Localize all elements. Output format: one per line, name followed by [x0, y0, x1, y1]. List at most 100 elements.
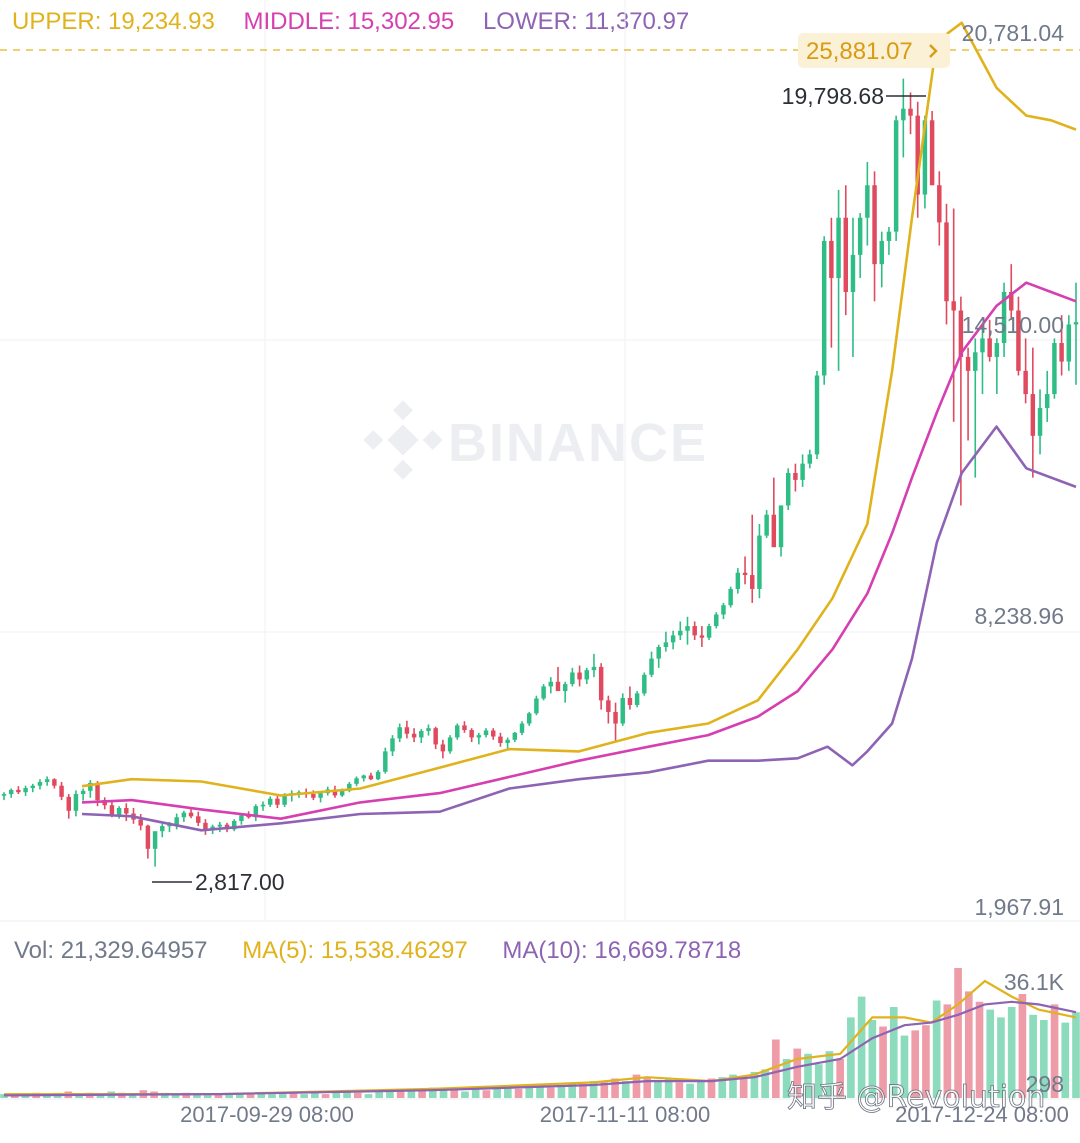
grid-lines — [0, 0, 1080, 922]
price-tick-label: 14,510.00 — [962, 312, 1064, 338]
candle-body — [836, 217, 841, 279]
candle-body — [699, 635, 705, 638]
candle-body — [88, 782, 93, 791]
volume-bar — [364, 1094, 373, 1098]
candle — [1009, 264, 1014, 320]
candle-body — [332, 789, 338, 796]
candle-body — [678, 630, 683, 636]
candle-body — [721, 605, 726, 615]
candle — [318, 792, 323, 803]
candle — [8, 788, 14, 798]
candle-body — [901, 108, 906, 121]
candle — [793, 463, 798, 492]
candle — [598, 663, 604, 710]
volume-bar — [1072, 1012, 1080, 1098]
volume-bar — [879, 1026, 887, 1098]
candle — [814, 370, 820, 460]
volume-bar — [311, 1092, 319, 1098]
candle-body — [368, 775, 374, 780]
volume-bar — [836, 1059, 844, 1098]
candle — [491, 728, 496, 740]
candle — [634, 691, 640, 708]
volume-bar — [75, 1094, 83, 1098]
candle-body — [455, 725, 460, 738]
candle — [519, 721, 525, 736]
candle-body — [80, 790, 86, 795]
candle — [771, 477, 777, 548]
candle-body — [59, 785, 64, 797]
candle — [613, 702, 618, 743]
candle — [462, 721, 467, 733]
candle-body — [37, 782, 43, 786]
candle — [1073, 282, 1079, 385]
candle-body — [102, 800, 107, 806]
price-tick-label: 1,967.91 — [974, 894, 1064, 920]
candle-body — [109, 805, 115, 815]
candle-body — [347, 783, 352, 791]
candle-body — [66, 796, 71, 811]
volume-bar — [1061, 1022, 1070, 1098]
candle-body — [778, 505, 784, 548]
volume-bar — [536, 1086, 544, 1098]
candle — [181, 810, 187, 822]
candle — [663, 631, 669, 652]
candle-body — [771, 514, 777, 548]
candle — [937, 171, 942, 246]
candle — [375, 769, 381, 781]
candle — [534, 695, 539, 716]
candle — [253, 804, 259, 821]
candle — [591, 653, 597, 678]
candle-body — [570, 672, 575, 685]
candle-body — [656, 646, 661, 659]
volume-bar — [289, 1092, 298, 1098]
candle — [23, 785, 28, 796]
candle-body — [339, 790, 345, 796]
candle-body — [1, 794, 7, 796]
candle-body — [318, 793, 323, 798]
candle-body — [246, 815, 251, 818]
candle-body — [260, 804, 266, 807]
volume-bar — [268, 1094, 276, 1098]
candle — [411, 728, 417, 743]
candle-body — [203, 822, 208, 831]
volume-bar — [171, 1094, 180, 1098]
candle-body — [886, 231, 892, 241]
candle — [1030, 347, 1036, 478]
candle — [1016, 296, 1021, 376]
candle-body — [440, 744, 446, 752]
candle — [627, 686, 633, 710]
candle-body — [196, 816, 201, 823]
volume-bar — [997, 1017, 1005, 1098]
candle-body — [908, 108, 913, 116]
candle — [951, 208, 956, 422]
candle — [699, 626, 705, 647]
candle-body — [714, 614, 719, 627]
volume-bar — [439, 1088, 448, 1098]
candle — [1, 792, 7, 801]
candle-body — [1009, 291, 1014, 311]
candle-body — [627, 698, 633, 705]
candle-body — [829, 240, 834, 279]
candle-body — [124, 807, 129, 814]
candle — [1066, 315, 1072, 371]
candle — [419, 729, 424, 744]
lower-band-line — [81, 425, 1077, 832]
candle-body — [267, 798, 273, 805]
candle-body — [476, 735, 482, 738]
candle — [73, 790, 79, 817]
volume-bar — [461, 1091, 469, 1098]
candle — [562, 681, 568, 703]
candle-body — [491, 730, 496, 737]
volume-bar — [546, 1087, 555, 1098]
candle-body — [821, 240, 827, 376]
candle-body — [598, 666, 604, 701]
candle-body — [1001, 291, 1007, 344]
candle-body — [944, 222, 949, 302]
binance-logo-icon — [363, 400, 443, 480]
candle — [541, 684, 546, 701]
volume-min-label: 298 — [1026, 1071, 1064, 1097]
candle-body — [807, 454, 813, 464]
candle-body — [361, 775, 366, 779]
current-price-tag[interactable] — [798, 33, 950, 68]
